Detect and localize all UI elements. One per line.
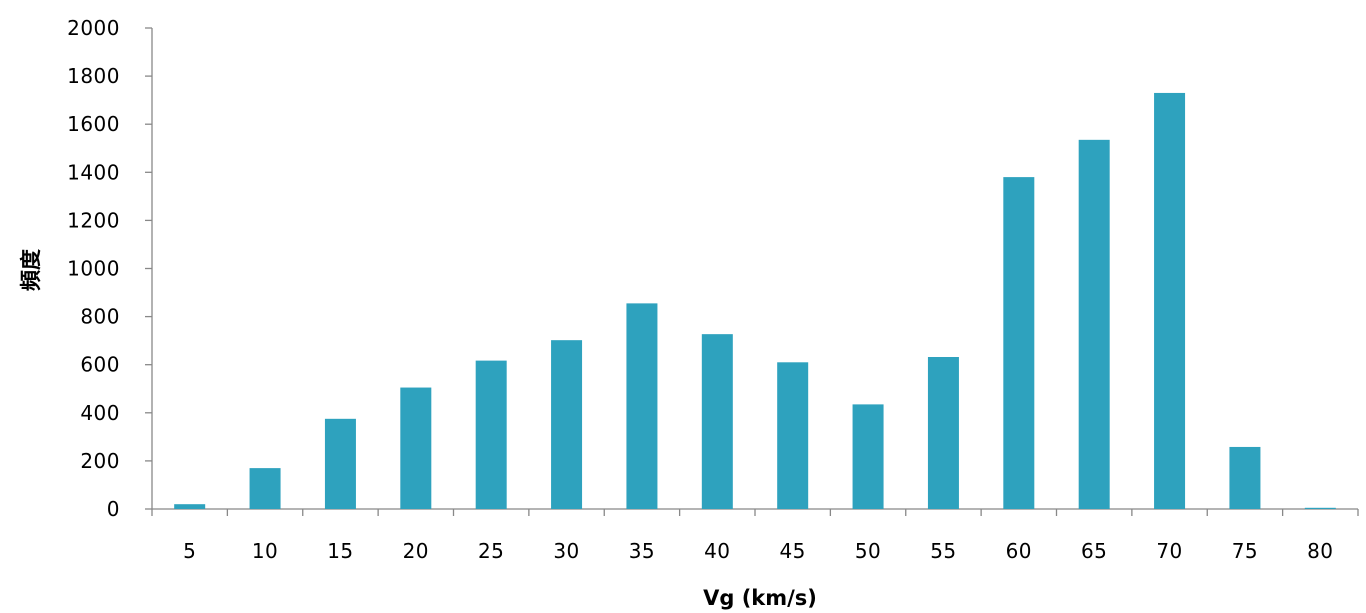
x-tick-label: 50 — [855, 539, 881, 563]
bar — [626, 303, 658, 509]
y-tick-label: 1400 — [67, 160, 120, 184]
x-axis: 5 10 15 20 25 30 35 40 45 50 55 60 65 70 75 80 — [151, 508, 1359, 563]
y-tick-label: 400 — [80, 401, 120, 425]
bar — [1003, 177, 1035, 510]
y-axis: 0 200 400 600 800 1000 1200 1400 1600 1800 2000 — [67, 16, 153, 521]
y-tick-label: 2000 — [67, 16, 120, 40]
x-tick-label: 20 — [403, 539, 429, 563]
y-tick-label: 1200 — [67, 208, 120, 232]
bar — [475, 360, 507, 509]
bar — [174, 504, 206, 509]
x-axis-title: Vg (km/s) — [703, 586, 817, 610]
x-tick-label: 75 — [1232, 539, 1258, 563]
x-tick-label: 40 — [704, 539, 730, 563]
y-tick-label: 600 — [80, 353, 120, 377]
bar — [249, 468, 281, 509]
x-tick-label: 70 — [1156, 539, 1182, 563]
x-tick-label: 15 — [327, 539, 353, 563]
bar — [1154, 92, 1186, 509]
bar — [701, 334, 733, 509]
bar — [324, 418, 356, 509]
y-tick-label: 800 — [80, 305, 120, 329]
bar — [551, 340, 583, 509]
x-tick-label: 55 — [930, 539, 956, 563]
bar — [927, 357, 959, 509]
bars — [174, 92, 1336, 510]
bar — [777, 362, 809, 509]
x-tick-label: 60 — [1006, 539, 1032, 563]
y-tick-label: 1000 — [67, 257, 120, 281]
y-axis-title: 頻度 — [19, 249, 43, 291]
x-tick-label: 10 — [252, 539, 278, 563]
x-tick-label: 5 — [183, 539, 196, 563]
x-tick-label: 25 — [478, 539, 504, 563]
bar — [1078, 139, 1110, 509]
bar — [400, 387, 432, 509]
y-tick-label: 0 — [107, 497, 120, 521]
x-tick-label: 80 — [1307, 539, 1333, 563]
y-tick-label: 1800 — [67, 64, 120, 88]
bar — [852, 404, 884, 509]
x-tick-label: 35 — [629, 539, 655, 563]
y-tick-label: 200 — [80, 449, 120, 473]
bar — [1304, 507, 1336, 509]
x-tick-label: 65 — [1081, 539, 1107, 563]
y-tick-label: 1600 — [67, 112, 120, 136]
x-tick-label: 45 — [779, 539, 805, 563]
x-tick-label: 30 — [553, 539, 579, 563]
bar — [1229, 446, 1261, 509]
